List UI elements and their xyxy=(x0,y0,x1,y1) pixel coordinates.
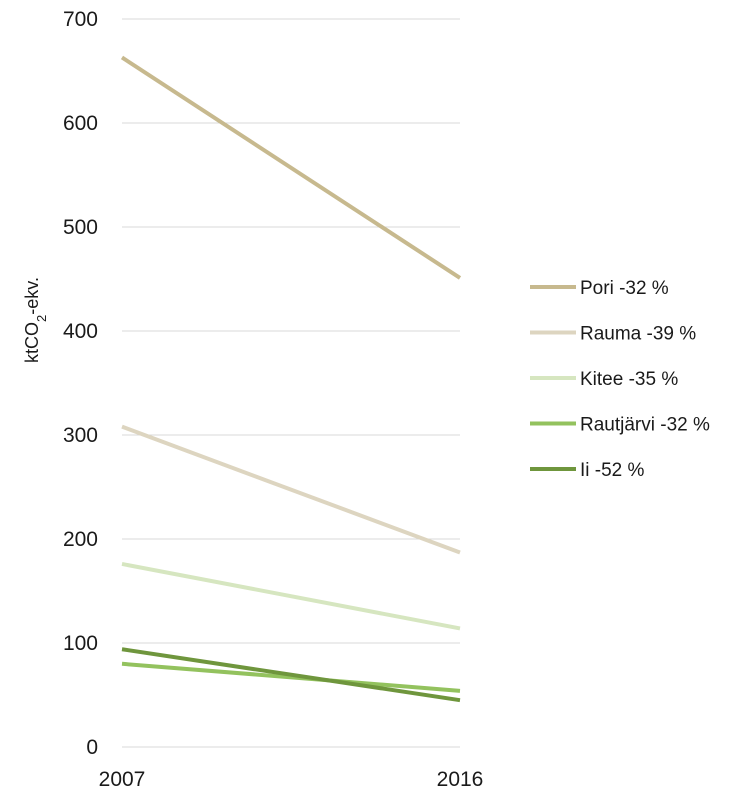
legend-label: Rauma -39 % xyxy=(580,324,696,345)
series-line xyxy=(121,647,461,703)
legend-label: Rautjärvi -32 % xyxy=(580,415,710,436)
y-tick-label: 0 xyxy=(86,736,98,759)
x-tick-label: 2016 xyxy=(437,768,484,791)
y-tick-label: 100 xyxy=(63,632,98,655)
legend-label: Pori -32 % xyxy=(580,278,669,299)
x-tick-label: 2007 xyxy=(99,768,146,791)
legend-item: Pori -32 % xyxy=(530,278,669,299)
legend-item: Ii -52 % xyxy=(530,460,645,481)
legend-label: Ii -52 % xyxy=(580,460,645,481)
series-line xyxy=(121,661,461,693)
gridlines xyxy=(122,18,460,748)
legend-item: Rauma -39 % xyxy=(530,324,696,345)
y-tick-label: 500 xyxy=(63,216,98,239)
y-tick-label: 300 xyxy=(63,424,98,447)
y-tick-label: 400 xyxy=(63,320,98,343)
y-tick-label: 600 xyxy=(63,112,98,135)
y-tick-label: 700 xyxy=(63,8,98,31)
series-line xyxy=(121,561,461,631)
legend: Pori -32 % Rauma -39 % Kitee -35 % Rautjärv… xyxy=(530,278,710,481)
y-tick-labels: 0 100 200 300 400 500 600 700 xyxy=(63,8,98,759)
series-line xyxy=(120,55,462,280)
legend-item: Kitee -35 % xyxy=(530,369,678,390)
y-axis-label: ktCO2-ekv. xyxy=(22,277,49,363)
series-lines xyxy=(120,55,462,703)
legend-label: Kitee -35 % xyxy=(580,369,678,390)
legend-item: Rautjärvi -32 % xyxy=(530,415,710,436)
series-line xyxy=(121,424,461,555)
y-tick-label: 200 xyxy=(63,528,98,551)
x-tick-labels: 2007 2016 xyxy=(99,768,484,791)
